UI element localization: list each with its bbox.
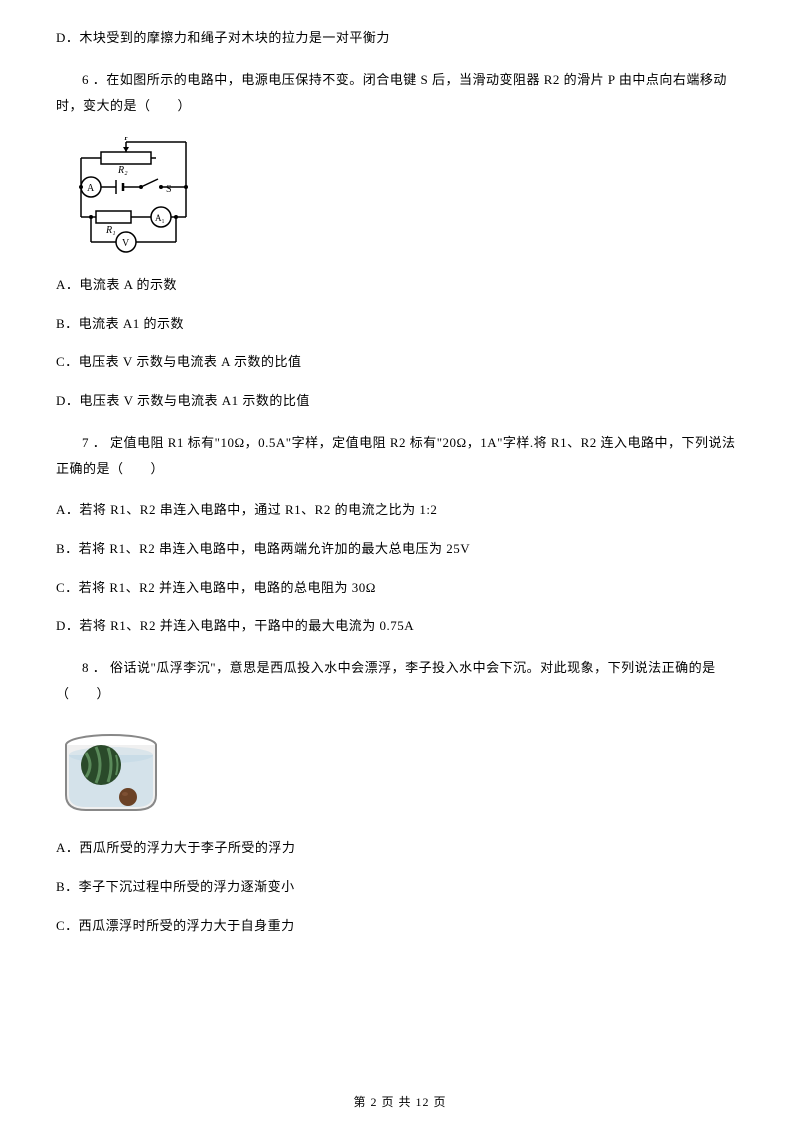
q7-option-d: D．若将 R1、R2 并连入电路中，干路中的最大电流为 0.75A xyxy=(56,616,744,637)
q6-option-d: D．电压表 V 示数与电流表 A1 示数的比值 xyxy=(56,391,744,412)
q8-option-a: A．西瓜所受的浮力大于李子所受的浮力 xyxy=(56,838,744,859)
bowl-diagram xyxy=(56,725,176,820)
svg-text:S: S xyxy=(166,184,172,195)
svg-text:V: V xyxy=(122,238,130,249)
q7-option-b: B．若将 R1、R2 串连入电路中，电路两端允许加的最大总电压为 25V xyxy=(56,539,744,560)
svg-text:P: P xyxy=(124,137,129,142)
q7-option-a: A．若将 R1、R2 串连入电路中，通过 R1、R2 的电流之比为 1:2 xyxy=(56,500,744,521)
svg-text:A₁: A₁ xyxy=(155,213,165,223)
circuit-diagram: P R₂ A S R₁ A₁ xyxy=(56,137,216,257)
svg-text:A: A xyxy=(87,183,95,194)
q6-stem: 6 ．在如图所示的电路中，电源电压保持不变。闭合电键 S 后，当滑动变阻器 R2… xyxy=(56,67,744,119)
q8-stem: 8 ． 俗话说"瓜浮李沉"，意思是西瓜投入水中会漂浮，李子投入水中会下沉。对此现… xyxy=(56,655,744,707)
svg-text:R₂: R₂ xyxy=(117,165,128,176)
q8-option-b: B．李子下沉过程中所受的浮力逐渐变小 xyxy=(56,877,744,898)
q7-option-c: C．若将 R1、R2 并连入电路中，电路的总电阻为 30Ω xyxy=(56,578,744,599)
q8-option-c: C．西瓜漂浮时所受的浮力大于自身重力 xyxy=(56,916,744,937)
q5-option-d: D．木块受到的摩擦力和绳子对木块的拉力是一对平衡力 xyxy=(56,28,744,49)
q7-stem: 7 ． 定值电阻 R1 标有"10Ω，0.5A"字样，定值电阻 R2 标有"20… xyxy=(56,430,744,482)
q6-option-b: B．电流表 A1 的示数 xyxy=(56,314,744,335)
svg-text:R₁: R₁ xyxy=(105,225,116,236)
q6-option-c: C．电压表 V 示数与电流表 A 示数的比值 xyxy=(56,352,744,373)
page-footer: 第 2 页 共 12 页 xyxy=(0,1093,800,1112)
q6-option-a: A．电流表 A 的示数 xyxy=(56,275,744,296)
